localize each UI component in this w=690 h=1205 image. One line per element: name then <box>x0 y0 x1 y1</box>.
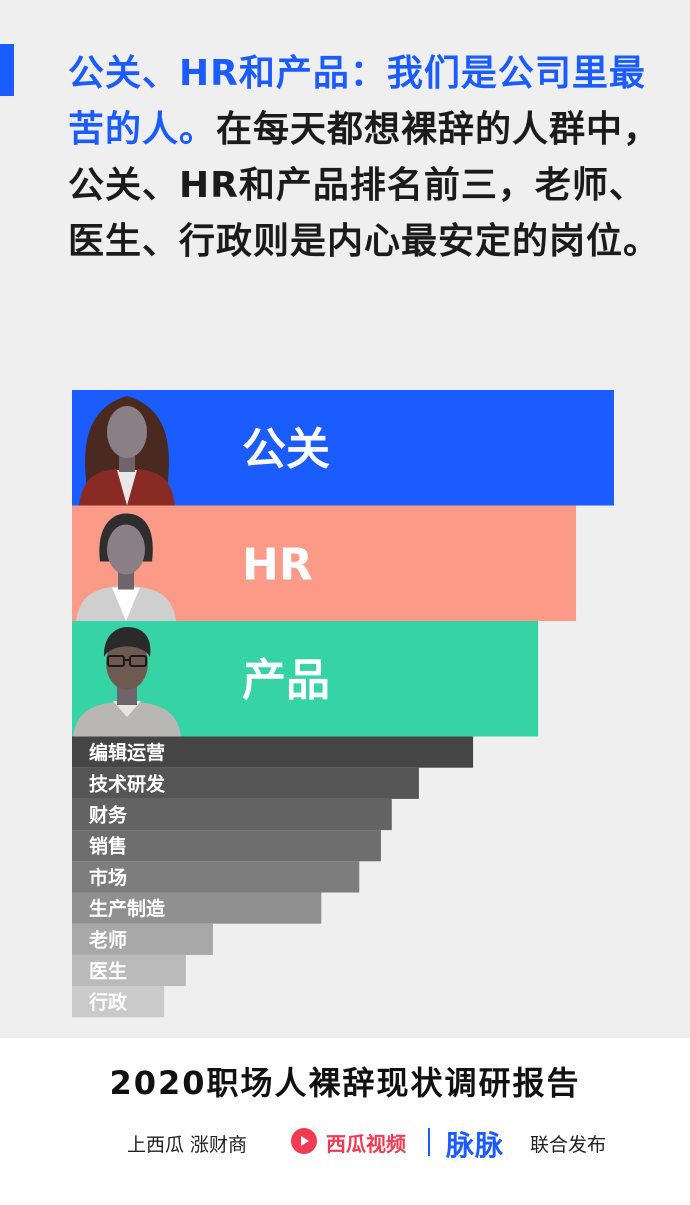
bar-4 <box>72 767 419 799</box>
footer: 2020职场人裸辞现状调研报告 上西瓜 涨财商 西瓜视频 脉脉 联合发布 <box>0 1038 690 1205</box>
woman-short-hair-avatar-icon <box>76 513 176 621</box>
bar-3 <box>72 736 474 768</box>
bar-11 <box>72 986 165 1018</box>
bar-label-5: 财务 <box>89 804 128 827</box>
headline-highlight: 公关、HR和产品：我们是公司里最苦的人。 <box>68 53 646 150</box>
bar-8 <box>72 892 322 924</box>
credit-right: 联合发布 <box>530 1134 607 1156</box>
brand-divider <box>428 1128 430 1156</box>
bar-label-6: 销售 <box>89 835 127 858</box>
bar-6 <box>72 830 381 862</box>
bar-label-0: 公关 <box>242 424 330 475</box>
headline-body: 在每天都想裸辞的人群中，公关、HR和产品排名前三，老师、医生、行政则是内心最安定… <box>68 109 661 262</box>
bar-label-10: 医生 <box>89 960 127 983</box>
credits: 上西瓜 涨财商 西瓜视频 脉脉 联合发布 <box>0 1126 690 1162</box>
report-title: 2020职场人裸辞现状调研报告 <box>109 1064 581 1102</box>
bar-5 <box>72 798 392 831</box>
credit-left: 上西瓜 涨财商 <box>127 1134 248 1156</box>
bar-label-2: 产品 <box>242 655 330 706</box>
brand-maimai: 脉脉 <box>446 1129 505 1162</box>
bar-7 <box>72 861 360 893</box>
woman-avatar-icon <box>79 396 175 506</box>
bar-9 <box>72 923 213 955</box>
bar-10 <box>72 954 186 987</box>
man-glasses-avatar-icon <box>73 627 181 737</box>
bar-label-8: 生产制造 <box>89 897 166 920</box>
bar-label-1: HR <box>242 539 313 590</box>
bar-label-9: 老师 <box>89 928 127 951</box>
bar-label-4: 技术研发 <box>89 772 166 795</box>
bar-label-3: 编辑运营 <box>89 741 165 764</box>
headline: 公关、HR和产品：我们是公司里最苦的人。在每天都想裸辞的人群中，公关、HR和产品… <box>68 46 668 270</box>
brand-xigua: 西瓜视频 <box>326 1132 406 1156</box>
xigua-logo-icon <box>291 1128 317 1154</box>
accent-bar <box>0 44 14 96</box>
bar-label-11: 行政 <box>88 991 128 1014</box>
bar-label-7: 市场 <box>89 866 127 889</box>
